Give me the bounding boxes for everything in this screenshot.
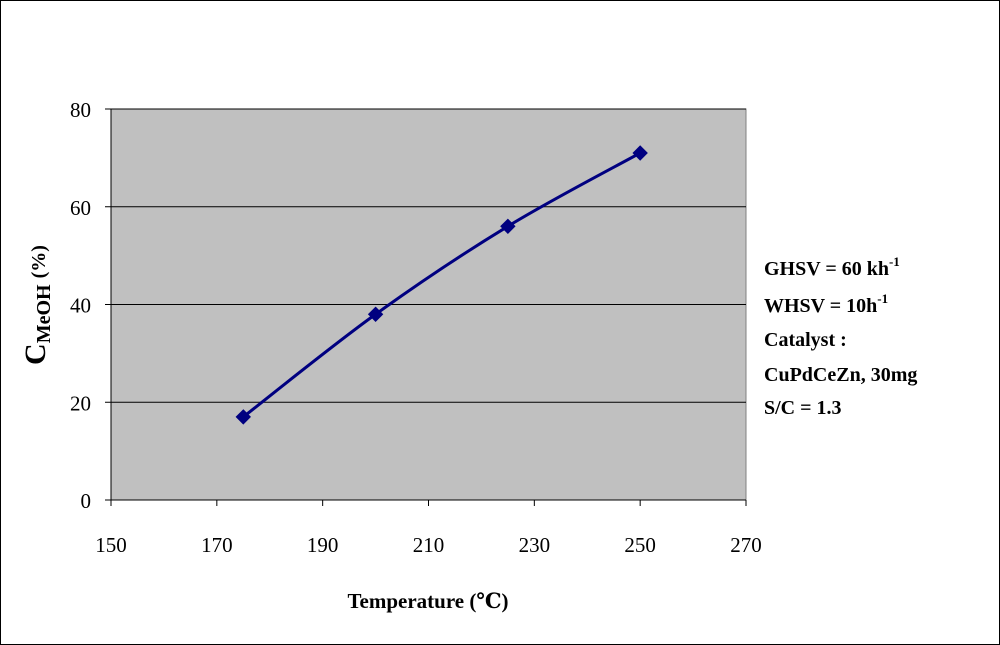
y-axis-title-main: C [19,343,52,365]
x-tick-label: 170 [201,533,233,557]
annotation-whsv: WHSV = 10h-1 [764,291,888,317]
annotation-ghsv: GHSV = 60 kh-1 [764,254,900,280]
gridlines [111,108,746,403]
y-tick-label: 40 [70,294,91,318]
x-tick-label: 250 [624,533,656,557]
y-axis: 0 20 40 60 80 [70,98,112,513]
y-axis-title: CMeOH (%) [19,245,55,365]
data-point-marker [500,218,516,235]
x-axis: 150 170 190 210 230 250 270 [95,499,762,557]
x-axis-title: Temperature (℃) [347,589,508,613]
x-tick-label: 190 [307,533,339,557]
data-point-marker [632,145,648,161]
x-tick-label: 210 [413,533,445,557]
annotation-catalyst-label: Catalyst : [764,329,847,351]
y-tick-label: 60 [70,196,91,220]
annotation-sc: S/C = 1.3 [764,397,842,419]
x-tick-label: 150 [95,533,127,557]
series-group [235,145,648,425]
data-point-marker [367,306,384,322]
annotation-catalyst-value: CuPdCeZn, 30mg [764,364,917,386]
y-tick-label: 80 [70,98,91,122]
series-line [242,151,641,419]
y-tick-label: 0 [81,489,92,513]
x-tick-label: 230 [519,533,551,557]
y-axis-title-sub: MeOH [33,284,55,343]
annotation-block: GHSV = 60 kh-1 WHSV = 10h-1 Catalyst : C… [764,254,917,419]
data-point-marker [235,409,251,425]
x-tick-label: 270 [730,533,762,557]
y-axis-title-unit: (%) [28,245,50,278]
y-tick-label: 20 [70,391,91,415]
